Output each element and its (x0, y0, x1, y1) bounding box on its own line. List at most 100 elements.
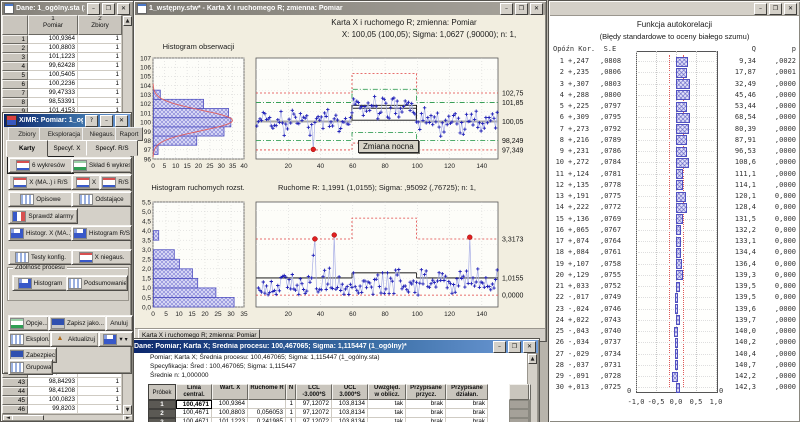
six-charts-button[interactable]: 6 wykresów (7, 156, 74, 174)
cell[interactable]: 98,41208 (28, 387, 78, 396)
cell[interactable]: brak (406, 400, 446, 409)
save-as-button[interactable]: Zapisz jako... (48, 315, 107, 331)
minimize-icon[interactable]: – (100, 114, 113, 127)
descriptives-button[interactable]: Opisowe (8, 191, 73, 207)
rs-chart-button[interactable]: R/S (99, 174, 132, 190)
row-header[interactable]: 43 (2, 378, 28, 387)
close-icon[interactable]: ✕ (523, 340, 536, 353)
histogram-x-button[interactable]: Histogr. X (MA..) (8, 225, 73, 241)
cell[interactable]: 1 (78, 89, 122, 98)
cell[interactable]: 100,9364 (212, 400, 248, 409)
cell[interactable]: 1 (78, 80, 122, 89)
row-number[interactable]: 3 (148, 418, 176, 422)
cell[interactable]: 0,241985 (248, 418, 286, 422)
cell[interactable]: 97,12072 (296, 400, 332, 409)
cell[interactable]: 1 (78, 396, 122, 405)
cell[interactable]: brak (446, 418, 488, 422)
cell[interactable]: 100,2236 (28, 80, 78, 89)
grouping-button[interactable]: Grupowani (8, 359, 53, 375)
close-icon[interactable]: ✕ (117, 2, 130, 15)
cell[interactable]: 1 (78, 62, 122, 71)
cell[interactable]: 98,53391 (28, 98, 78, 107)
x-chart-button[interactable]: X (71, 174, 101, 190)
cell[interactable]: 1 (78, 53, 122, 62)
cell[interactable]: 103,8134 (332, 418, 368, 422)
shift-annotation[interactable]: Zmiana nocna (358, 140, 419, 153)
histogram-rs-button[interactable]: Histogram R/S (71, 225, 132, 241)
row-header[interactable]: 4 (2, 62, 28, 71)
cell[interactable]: 100,8803 (28, 44, 78, 53)
cell[interactable]: 97,12072 (296, 409, 332, 418)
minimize-icon[interactable]: – (493, 340, 506, 353)
tab-karty[interactable]: Karty (6, 140, 48, 157)
cell[interactable]: 1 (78, 387, 122, 396)
data-window-titlebar[interactable]: Dane: 1_ogólny.sta (10 zm... – ❐ ✕ (2, 2, 132, 15)
row-header[interactable]: 3 (2, 53, 28, 62)
restore-icon[interactable]: ❐ (515, 2, 528, 15)
cell[interactable]: 98,84293 (28, 378, 78, 387)
acf-window-titlebar[interactable]: – ❐ ✕ (550, 2, 799, 16)
tab-specyfrs[interactable]: Specyf. R/S (86, 140, 138, 156)
close-icon[interactable]: ✕ (530, 2, 543, 15)
column-header[interactable]: 1 Pomiar (28, 15, 78, 35)
horizontal-scrollbar[interactable]: ◄ ► (2, 414, 132, 420)
row-header[interactable]: 1 (2, 35, 28, 44)
cell[interactable]: 100,8803 (212, 409, 248, 418)
cell[interactable]: brak (446, 400, 488, 409)
close-icon[interactable]: ✕ (115, 114, 128, 127)
row-header[interactable]: 45 (2, 396, 28, 405)
minimize-icon[interactable]: – (87, 2, 100, 15)
x-ma-rs-button[interactable]: X (MA..) i R/S (8, 174, 73, 190)
cell[interactable]: 99,8203 (28, 405, 78, 414)
cell[interactable]: 103,8134 (332, 400, 368, 409)
cancel-button[interactable]: Anuluj (105, 315, 133, 331)
scroll-right-icon[interactable]: ► (123, 415, 132, 420)
row-number[interactable]: 2 (148, 409, 176, 418)
cell[interactable]: 1 (78, 71, 122, 80)
cell[interactable]: tak (368, 409, 406, 418)
row-number[interactable]: 1 (148, 400, 176, 409)
row-header[interactable]: 5 (2, 71, 28, 80)
x-nongaussian-button[interactable]: X niegaus. (71, 249, 132, 265)
cell[interactable]: 101,1223 (28, 53, 78, 62)
cell[interactable]: 1 (78, 35, 122, 44)
capability-summary-button[interactable]: Podsumowanie (66, 275, 128, 291)
minimize-icon[interactable]: – (754, 2, 767, 15)
cell[interactable]: 1 (286, 409, 296, 418)
cell[interactable]: brak (406, 418, 446, 422)
tab-specyfx[interactable]: Specyf. X (42, 140, 92, 156)
cell[interactable]: 101,1223 (212, 418, 248, 422)
restore-icon[interactable]: ❐ (102, 2, 115, 15)
cell[interactable]: 99,62428 (28, 62, 78, 71)
cell[interactable]: 100,5405 (28, 71, 78, 80)
row-header[interactable]: 7 (2, 89, 28, 98)
cell[interactable]: 97,12072 (296, 418, 332, 422)
tab-raport[interactable]: Raport (115, 127, 143, 141)
cell[interactable]: 0,056053 (248, 409, 286, 418)
close-icon[interactable]: ✕ (784, 2, 797, 15)
compose-six-charts-button[interactable]: Skład 6 wykres. (71, 157, 132, 173)
chart-window-titlebar[interactable]: 1_wstępny.stw* - Karta X i ruchomego R; … (135, 2, 545, 15)
run-tests-button[interactable]: Testy konfig. (8, 249, 73, 265)
cell[interactable]: 1 (78, 98, 122, 107)
cell[interactable]: 103,8134 (332, 409, 368, 418)
check-alarms-button[interactable]: Sprawdź alarmy (8, 208, 78, 224)
cell[interactable]: 1 (286, 418, 296, 422)
results-window-titlebar[interactable]: Dane: Pomiar; Karta X; Średnia procesu: … (120, 340, 538, 353)
cell[interactable]: 100,4671 (176, 400, 212, 409)
explore-button[interactable]: Eksploruj... (8, 331, 51, 347)
cell[interactable]: 100,4671 (176, 418, 212, 422)
cell[interactable]: 99,47333 (28, 89, 78, 98)
restore-icon[interactable]: ❐ (508, 340, 521, 353)
cell[interactable]: brak (446, 409, 488, 418)
outliers-button[interactable]: Odstające (71, 191, 132, 207)
cell[interactable]: brak (406, 409, 446, 418)
scroll-thumb[interactable] (12, 415, 44, 420)
cell[interactable]: 1 (78, 378, 122, 387)
row-header[interactable]: 6 (2, 80, 28, 89)
xmr-dialog-titlebar[interactable]: X/MR: Pomiar: 1_ogólny.sta ? – ✕ (4, 114, 130, 127)
column-header[interactable]: 2 Zbiory (78, 15, 122, 35)
row-header[interactable]: 46 (2, 405, 28, 414)
options-button[interactable]: Opcje... (8, 315, 49, 331)
more-options-dropdown[interactable]: ▾ ▾ (98, 331, 133, 347)
